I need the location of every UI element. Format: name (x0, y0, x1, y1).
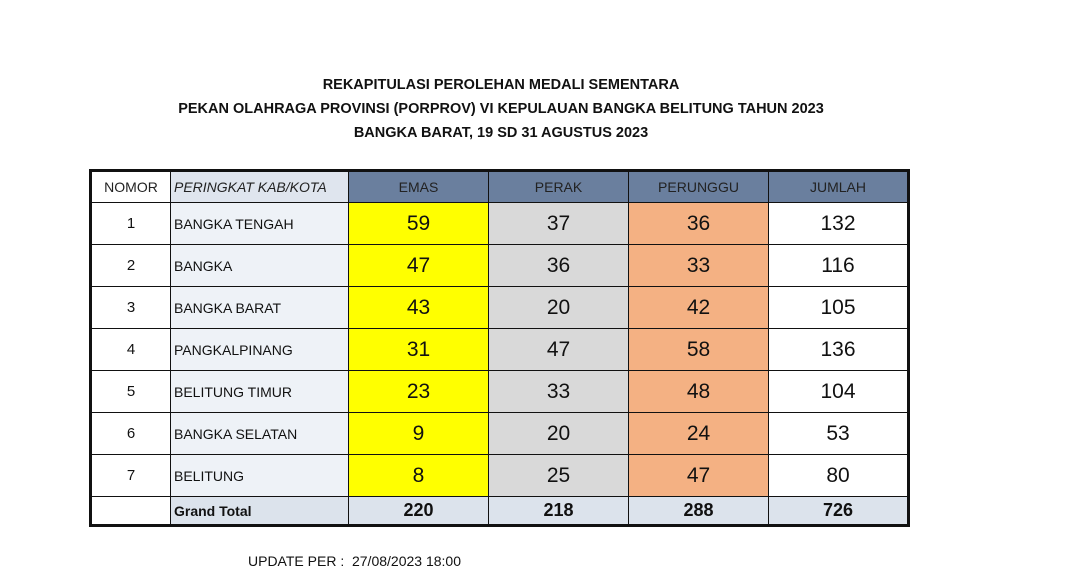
update-label: UPDATE PER : (248, 553, 345, 569)
table-row: 2 BANGKA 47 36 33 116 (90, 244, 909, 287)
perak-count: 37 (488, 202, 629, 245)
header-nomor: NOMOR (90, 170, 171, 203)
perak-count: 25 (488, 454, 629, 497)
jumlah-count: 105 (768, 286, 909, 329)
jumlah-count: 136 (768, 328, 909, 371)
total-jumlah: 726 (768, 496, 909, 526)
rank-number: 6 (90, 412, 171, 455)
perunggu-count: 58 (628, 328, 769, 371)
region-name: BANGKA (170, 244, 349, 287)
header-perak: PERAK (488, 170, 629, 203)
perunggu-count: 24 (628, 412, 769, 455)
emas-count: 23 (348, 370, 489, 413)
jumlah-count: 80 (768, 454, 909, 497)
total-perunggu: 288 (628, 496, 769, 526)
update-info: UPDATE PER : 27/08/2023 18:00 (248, 553, 461, 569)
jumlah-count: 104 (768, 370, 909, 413)
perunggu-count: 48 (628, 370, 769, 413)
perunggu-count: 47 (628, 454, 769, 497)
table-row: 5 BELITUNG TIMUR 23 33 48 104 (90, 370, 909, 413)
grand-total-row: Grand Total 220 218 288 726 (90, 496, 909, 526)
rank-number: 4 (90, 328, 171, 371)
perunggu-count: 36 (628, 202, 769, 245)
perunggu-count: 42 (628, 286, 769, 329)
header-jumlah: JUMLAH (768, 170, 909, 203)
header-row: NOMOR PERINGKAT KAB/KOTA EMAS PERAK PERU… (90, 170, 909, 203)
table-row: 4 PANGKALPINANG 31 47 58 136 (90, 328, 909, 371)
table-row: 3 BANGKA BARAT 43 20 42 105 (90, 286, 909, 329)
total-label: Grand Total (170, 496, 349, 526)
perak-count: 33 (488, 370, 629, 413)
rank-number: 1 (90, 202, 171, 245)
medal-table: NOMOR PERINGKAT KAB/KOTA EMAS PERAK PERU… (89, 169, 910, 527)
table-row: 7 BELITUNG 8 25 47 80 (90, 454, 909, 497)
perunggu-count: 33 (628, 244, 769, 287)
total-emas: 220 (348, 496, 489, 526)
region-name: BANGKA TENGAH (170, 202, 349, 245)
header-perunggu: PERUNGGU (628, 170, 769, 203)
total-blank (90, 496, 171, 526)
header-peringkat: PERINGKAT KAB/KOTA (170, 170, 349, 203)
update-value: 27/08/2023 18:00 (351, 553, 461, 569)
rank-number: 5 (90, 370, 171, 413)
region-name: BELITUNG (170, 454, 349, 497)
jumlah-count: 116 (768, 244, 909, 287)
title-line-3: BANGKA BARAT, 19 SD 31 AGUSTUS 2023 (353, 125, 649, 141)
emas-count: 47 (348, 244, 489, 287)
emas-count: 43 (348, 286, 489, 329)
perak-count: 20 (488, 412, 629, 455)
jumlah-count: 53 (768, 412, 909, 455)
total-perak: 218 (488, 496, 629, 526)
rank-number: 7 (90, 454, 171, 497)
emas-count: 9 (348, 412, 489, 455)
region-name: PANGKALPINANG (170, 328, 349, 371)
emas-count: 8 (348, 454, 489, 497)
table-row: 6 BANGKA SELATAN 9 20 24 53 (90, 412, 909, 455)
header-emas: EMAS (348, 170, 489, 203)
region-name: BANGKA SELATAN (170, 412, 349, 455)
region-name: BANGKA BARAT (170, 286, 349, 329)
title-line-1: REKAPITULASI PEROLEHAN MEDALI SEMENTARA (322, 77, 680, 93)
perak-count: 20 (488, 286, 629, 329)
rank-number: 2 (90, 244, 171, 287)
region-name: BELITUNG TIMUR (170, 370, 349, 413)
perak-count: 47 (488, 328, 629, 371)
emas-count: 31 (348, 328, 489, 371)
perak-count: 36 (488, 244, 629, 287)
jumlah-count: 132 (768, 202, 909, 245)
rank-number: 3 (90, 286, 171, 329)
title-line-2: PEKAN OLAHRAGA PROVINSI (PORPROV) VI KEP… (178, 101, 824, 117)
table-row: 1 BANGKA TENGAH 59 37 36 132 (90, 202, 909, 245)
emas-count: 59 (348, 202, 489, 245)
